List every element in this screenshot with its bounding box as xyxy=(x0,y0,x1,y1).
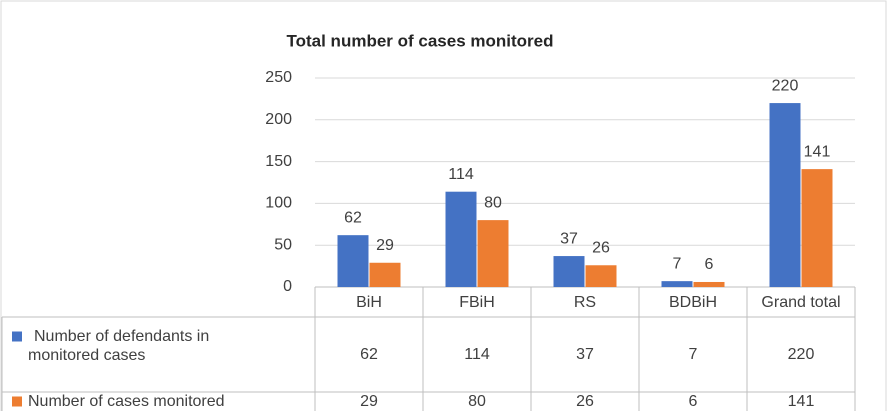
chart-title: Total number of cases monitored xyxy=(286,31,553,50)
table-value: 7 xyxy=(689,346,698,363)
bar xyxy=(801,169,833,287)
table-value: 6 xyxy=(689,393,698,410)
legend-swatch xyxy=(12,396,22,407)
y-tick-label: 50 xyxy=(274,236,292,253)
data-label: 6 xyxy=(705,256,714,273)
table-value: 29 xyxy=(360,393,378,410)
data-label: 114 xyxy=(448,166,474,183)
table-value: 141 xyxy=(788,393,815,410)
data-label: 26 xyxy=(592,239,610,256)
data-label: 62 xyxy=(344,209,362,226)
table-value: 26 xyxy=(576,393,594,410)
bar xyxy=(337,235,369,287)
table-value: 37 xyxy=(576,346,594,363)
table-value: 114 xyxy=(464,346,490,363)
table-value: 62 xyxy=(360,346,378,363)
bar xyxy=(369,262,401,287)
y-tick-label: 200 xyxy=(265,111,292,128)
bar xyxy=(585,265,617,287)
data-label: 141 xyxy=(804,143,831,160)
bar xyxy=(445,191,477,287)
data-label: 29 xyxy=(376,237,394,254)
bar xyxy=(553,256,585,287)
table-value: 220 xyxy=(788,346,815,363)
data-label: 80 xyxy=(484,194,502,211)
bar xyxy=(693,281,725,287)
y-tick-label: 150 xyxy=(265,153,292,170)
data-label: 220 xyxy=(772,77,799,94)
bar xyxy=(477,220,509,287)
legend-label: Number of defendants in monitored cases xyxy=(28,328,210,364)
x-tick-label: BiH xyxy=(356,294,382,311)
y-tick-label: 250 xyxy=(265,69,292,86)
x-tick-label: FBiH xyxy=(459,294,495,311)
x-tick-label: RS xyxy=(574,294,596,311)
table-value: 80 xyxy=(468,393,486,410)
data-label: 37 xyxy=(560,230,578,247)
x-tick-label: BDBiH xyxy=(669,294,717,311)
x-tick-label: Grand total xyxy=(761,294,840,311)
bar xyxy=(661,281,693,287)
legend-swatch xyxy=(12,331,22,342)
bar xyxy=(769,103,801,287)
y-tick-label: 0 xyxy=(283,278,292,295)
y-tick-label: 100 xyxy=(265,195,292,212)
legend-label: Number of cases monitored xyxy=(28,393,225,410)
data-label: 7 xyxy=(673,255,682,272)
